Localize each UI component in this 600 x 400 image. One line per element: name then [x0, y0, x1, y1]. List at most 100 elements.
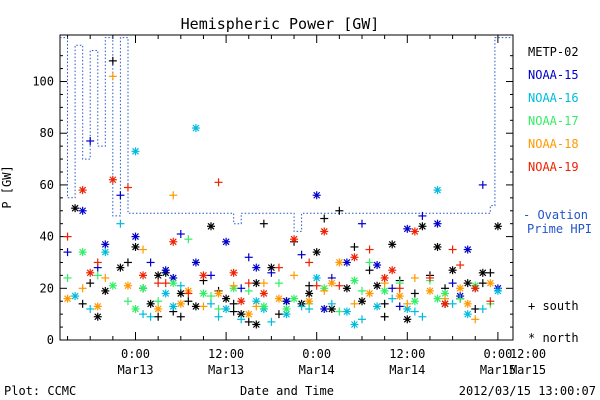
data-point: [229, 299, 238, 308]
data-point: [380, 312, 389, 321]
data-point: [154, 279, 163, 288]
x-tick-label-date: Mar15: [510, 363, 546, 377]
y-tick-label: 60: [40, 178, 54, 192]
x-tick-label-date: Mar14: [299, 363, 335, 377]
data-point: [63, 232, 72, 241]
data-point: [441, 299, 450, 308]
data-point: [365, 245, 374, 254]
data-point: [312, 281, 321, 290]
data-point: [108, 175, 117, 184]
data-point: [410, 297, 419, 306]
x-tick-label-time: 0:00: [302, 347, 331, 361]
ovation-legend-label-2: Prime HPI: [527, 222, 592, 236]
data-point: [388, 284, 397, 293]
data-point: [418, 222, 427, 231]
data-point: [388, 240, 397, 249]
data-point: [116, 191, 125, 200]
y-tick-label: 100: [32, 75, 54, 89]
x-tick-label-time: 12:00: [389, 347, 425, 361]
data-point: [350, 276, 359, 285]
data-point: [463, 279, 472, 288]
data-point: [169, 279, 178, 288]
x-tick-label-date: Mar15: [480, 363, 516, 377]
data-point: [259, 289, 268, 298]
data-point: [146, 258, 155, 267]
timestamp: 2012/03/15 13:00:07: [459, 384, 596, 398]
x-axis: 0:00 Mar13 12:00 Mar13 0:00 Mar14 12:00 Mar14 0:…: [67, 35, 546, 377]
data-point: [259, 302, 268, 311]
data-point: [463, 245, 472, 254]
data-point: [191, 124, 200, 133]
data-point: [320, 304, 329, 313]
data-point: [131, 147, 140, 156]
data-point: [471, 284, 480, 293]
data-point: [123, 183, 132, 192]
data-point: [380, 286, 389, 295]
data-point: [154, 312, 163, 321]
data-point: [71, 292, 80, 301]
y-tick-label: 0: [47, 333, 54, 347]
data-point: [244, 253, 253, 262]
data-point: [297, 250, 306, 259]
data-point: [161, 289, 170, 298]
data-point: [395, 302, 404, 311]
data-point: [274, 263, 283, 272]
data-point: [478, 304, 487, 313]
data-point: [259, 279, 268, 288]
data-point: [358, 286, 366, 295]
data-point: [403, 299, 412, 308]
chart-title: Hemispheric Power [GW]: [181, 15, 380, 33]
data-point: [320, 214, 329, 223]
data-point: [222, 294, 231, 303]
data-point: [222, 304, 231, 313]
data-point: [425, 286, 434, 295]
data-point: [71, 204, 80, 213]
data-point: [433, 294, 442, 303]
data-point: [448, 279, 457, 288]
data-point: [433, 242, 442, 251]
data-point: [146, 299, 155, 308]
data-point: [365, 266, 374, 275]
data-point: [93, 302, 102, 311]
data-point: [274, 294, 283, 303]
data-point: [244, 286, 253, 295]
data-point: [78, 186, 87, 195]
data-point: [252, 302, 261, 311]
data-point: [342, 284, 351, 293]
data-point: [282, 310, 291, 319]
data-point: [101, 273, 110, 282]
data-point: [373, 302, 382, 311]
data-point: [433, 219, 442, 228]
data-point: [373, 281, 382, 290]
data-point: [176, 281, 185, 290]
data-point: [214, 304, 223, 313]
y-axis-label: P [GW]: [0, 165, 14, 208]
data-point: [410, 273, 419, 282]
data-point: [207, 299, 215, 308]
data-point: [463, 299, 472, 308]
data-point: [101, 240, 110, 249]
data-point: [244, 317, 253, 326]
data-point: [139, 284, 148, 293]
data-point: [78, 299, 87, 308]
data-point: [139, 271, 148, 280]
data-point: [93, 312, 102, 321]
data-point: [191, 302, 200, 311]
data-point: [395, 284, 404, 293]
data-point: [312, 273, 321, 282]
data-point: [86, 136, 95, 145]
data-point: [108, 72, 117, 81]
data-point: [169, 302, 178, 311]
data-point: [207, 271, 215, 280]
data-point: [335, 206, 344, 215]
data-point: [456, 261, 465, 270]
legend-entry: NOAA-19: [528, 160, 579, 174]
data-point: [478, 268, 487, 277]
data-point: [297, 302, 306, 311]
data-point: [320, 286, 329, 295]
data-point: [305, 281, 314, 290]
legend-south: + south: [528, 299, 579, 313]
data-point: [161, 279, 170, 288]
data-point: [184, 289, 193, 298]
